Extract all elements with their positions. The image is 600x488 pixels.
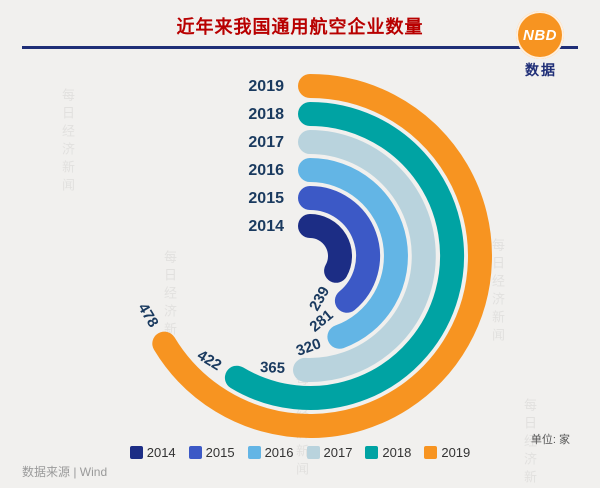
legend-swatch <box>129 446 143 459</box>
value-label-2019: 478 <box>134 300 161 330</box>
nbd-logo: NBD 数据 <box>516 11 566 80</box>
year-label-2016: 2016 <box>248 162 284 179</box>
legend-swatch <box>188 446 202 459</box>
legend-label: 2015 <box>205 445 235 460</box>
legend: 2014 2015 2016 2017 2018 2019 <box>0 445 600 460</box>
legend-swatch <box>365 446 379 459</box>
arc-2017 <box>293 130 436 382</box>
chart-title: 近年来我国通用航空企业数量 <box>176 17 424 37</box>
nbd-logo-subtext: 数据 <box>525 62 557 78</box>
value-label-2017: 365 <box>260 359 286 377</box>
arc-2015 <box>298 186 381 313</box>
nbd-logo-circle: NBD <box>516 11 564 59</box>
value-label-2014: 239 <box>306 284 333 314</box>
legend-label: 2016 <box>264 445 294 460</box>
legend-label: 2019 <box>441 445 471 460</box>
title-underline <box>22 46 578 49</box>
year-label-2019: 2019 <box>248 78 284 95</box>
arc-2014 <box>298 214 352 283</box>
arc-2019 <box>152 74 492 438</box>
legend-item-2016[interactable]: 2016 <box>247 445 294 460</box>
data-source: 数据来源 | Wind <box>22 465 108 479</box>
legend-item-2014[interactable]: 2014 <box>129 445 176 460</box>
year-label-2015: 2015 <box>248 190 284 207</box>
legend-item-2015[interactable]: 2015 <box>188 445 235 460</box>
value-label-2016: 320 <box>294 335 323 360</box>
arc-2016 <box>298 158 408 349</box>
year-label-2018: 2018 <box>248 106 284 123</box>
legend-item-2017[interactable]: 2017 <box>306 445 353 460</box>
legend-item-2018[interactable]: 2018 <box>365 445 411 460</box>
nbd-logo-text: NBD <box>523 26 557 44</box>
legend-item-2019[interactable]: 2019 <box>424 445 470 460</box>
legend-swatch <box>306 446 320 459</box>
unit-label: 单位: 家 <box>530 434 570 446</box>
arc-2018 <box>224 102 465 410</box>
legend-label: 2018 <box>382 445 412 460</box>
year-label-2014: 2014 <box>248 218 284 235</box>
legend-swatch <box>247 446 261 459</box>
legend-swatch <box>424 446 438 459</box>
legend-label: 2017 <box>323 445 353 460</box>
legend-label: 2014 <box>146 445 176 460</box>
year-label-2017: 2017 <box>248 134 284 151</box>
